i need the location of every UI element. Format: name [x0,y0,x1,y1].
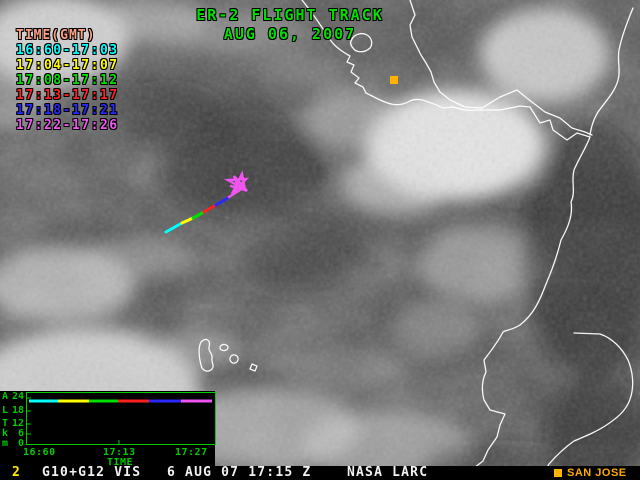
y-axis-char: m [2,438,9,449]
y-axis-char: k [2,428,9,439]
coastline-colombia-pacific [461,136,591,479]
title-block: ER-2 FLIGHT TRACK AUG 06, 2007 [170,6,410,44]
x-tick-label: 17:27 [175,447,208,458]
altitude-plot-box [26,392,216,445]
track-segment-5 [214,196,230,207]
page-title: ER-2 FLIGHT TRACK [196,6,384,24]
status-credit: NASA LARC [347,465,429,480]
y-tick-label: 24 [11,391,24,402]
san-jose-marker [390,76,398,84]
track-segment-6-loop [223,170,250,199]
time-legend-entry: 17:08-17:12 [16,73,119,88]
time-legend-entry: 16:60-17:03 [16,43,119,58]
galapagos-island-4 [249,363,258,372]
y-axis-char: A [2,391,9,402]
x-axis-title: TIME [106,457,134,468]
y-axis-char: T [2,418,9,429]
galapagos-island-3 [229,354,239,364]
lake-nicaragua-outline [349,32,373,53]
altitude-plot-panel: A L T k m 24 18 12 6 0 [0,391,216,468]
status-product: G10+G12 VIS [42,465,142,480]
track-segment-2 [180,216,195,225]
track-segment-3 [191,210,206,220]
page-date: AUG 06, 2007 [223,25,357,43]
time-legend: TIME(GMT) 16:60-17:03 17:04-17:07 17:08-… [16,28,119,133]
y-tick-label: 0 [17,438,24,449]
axis-ticks [27,397,120,444]
time-legend-entry: 17:22-17:26 [16,118,119,133]
status-counter: 2 [12,465,22,480]
time-legend-entry: 17:13-17:17 [16,88,119,103]
x-tick-label: 16:60 [23,447,56,458]
time-legend-entry: 17:04-17:07 [16,58,119,73]
y-tick-label: 12 [11,418,24,429]
coastline-caribbean [409,0,593,136]
status-bar: 2 G10+G12 VIS 6 AUG 07 17:15 Z NASA LARC… [0,466,640,480]
time-legend-entry: 17:18-17:21 [16,103,119,118]
time-legend-header: TIME(GMT) [16,28,96,43]
status-timestamp: 6 AUG 07 17:15 Z [167,465,312,480]
galapagos-island-2 [219,343,229,352]
y-tick-label: 6 [17,428,24,439]
coastline-nicaragua-costarica-panama-pacific [301,0,591,141]
y-tick-label: 18 [11,405,24,416]
border-ecuador-loop [544,332,634,472]
altitude-line-chart [27,397,212,444]
station-legend-square [554,469,562,477]
station-name: SAN JOSE [567,467,627,479]
x-tick-label: 17:13 [103,447,136,458]
coastline-colombia-caribbean [589,7,634,136]
coastlines [198,0,634,479]
track-segment-4 [202,203,218,214]
galapagos-island-large [198,338,214,372]
y-axis-char: L [2,405,9,416]
track-segment-1 [164,221,184,234]
